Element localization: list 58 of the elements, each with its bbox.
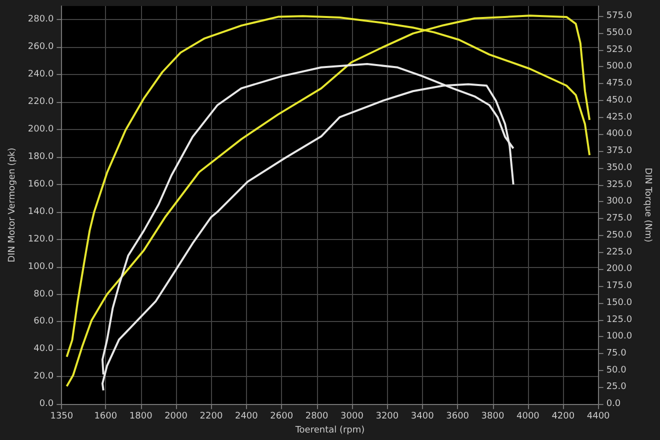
x-tick-label: 4200 [552,412,575,422]
y-tick-label: 0.0 [39,399,54,410]
y2-tick-label: 0.0 [606,399,621,410]
y2-tick-label: 450.0 [606,95,632,106]
y2-tick-label: 75.0 [606,348,627,358]
x-tick-label: 4000 [516,412,540,422]
y2-tick-label: 150.0 [606,298,632,308]
x-tick-label: 3600 [446,412,470,422]
y-axis-title: DIN Motor Vermogen (pk) [8,148,18,262]
y2-tick-label: 575.0 [606,11,632,22]
y-tick-label: 160.0 [28,179,54,190]
y-tick-label: 180.0 [28,152,54,162]
x-tick-label: 3400 [410,412,434,422]
x-tick-label: 4400 [586,412,610,422]
y2-tick-label: 300.0 [606,196,632,207]
y2-tick-label: 325.0 [606,180,632,190]
y2-tick-label: 500.0 [606,62,632,72]
y2-tick-label: 550.0 [606,28,632,38]
x-tick-label: 3200 [376,412,399,422]
x-tick-label: 2000 [164,412,188,422]
y-tick-label: 200.0 [28,124,54,135]
y-tick-label: 40.0 [34,344,54,354]
x-tick-label: 2200 [200,412,223,422]
x-tick-label: 2400 [234,412,258,422]
x-tick-label: 2600 [270,412,294,422]
y-tick-label: 80.0 [34,289,54,300]
y2-tick-label: 275.0 [606,214,632,224]
y2-tick-label: 175.0 [606,281,632,292]
x-tick-label: 3800 [481,412,504,422]
y2-tick-label: 200.0 [606,264,632,274]
y2-tick-label: 475.0 [606,78,632,89]
y-tick-label: 60.0 [34,316,54,327]
y2-tick-label: 100.0 [606,332,632,342]
y2-tick-label: 525.0 [606,44,632,55]
y2-tick-label: 50.0 [606,365,627,376]
y2-tick-label: 225.0 [606,247,632,258]
x-tick-label: 1800 [129,412,153,422]
x-tick-label: 1600 [94,412,118,422]
y2-tick-label: 400.0 [606,129,632,140]
y-tick-label: 220.0 [28,97,54,108]
x-tick-label: 2800 [305,412,329,422]
y-tick-label: 140.0 [28,206,54,217]
y-tick-label: 20.0 [34,372,54,382]
y2-axis-title: DIN Torque (Nm) [642,168,652,242]
y2-tick-label: 125.0 [606,314,632,325]
y-tick-label: 280.0 [28,14,54,25]
y2-tick-label: 375.0 [606,146,632,156]
x-tick-label: 3000 [340,412,364,422]
y-tick-label: 120.0 [28,234,54,244]
y-tick-label: 240.0 [28,70,54,80]
x-axis-title: Toerental (rpm) [294,426,365,436]
y-tick-label: 260.0 [28,42,54,52]
y-tick-label: 100.0 [28,262,54,272]
y2-tick-label: 350.0 [606,162,632,173]
x-tick-label: 1350 [50,412,74,422]
y2-tick-label: 25.0 [606,382,627,392]
y2-tick-label: 425.0 [606,112,632,122]
y2-tick-label: 250.0 [606,230,632,240]
